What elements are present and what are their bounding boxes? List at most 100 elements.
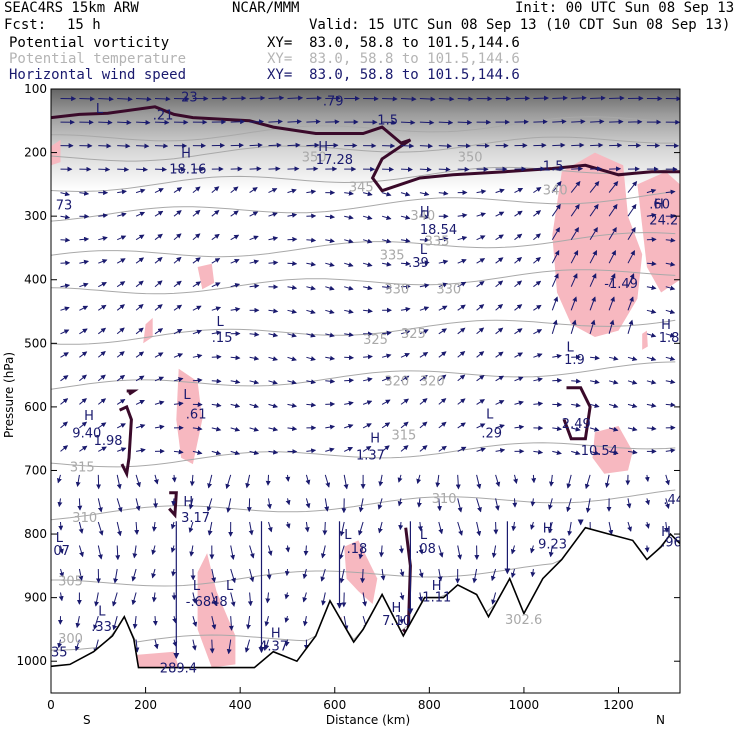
wind-vector — [400, 120, 416, 126]
wind-vector — [230, 234, 240, 241]
wind-vector — [173, 449, 184, 455]
wind-vector — [306, 402, 317, 408]
wind-vector — [117, 96, 133, 102]
wind-vector — [533, 187, 542, 194]
wind-vector — [98, 96, 114, 102]
wind-vector — [570, 273, 578, 287]
x-axis-title: Distance (km) — [326, 713, 410, 727]
wind-vector — [590, 119, 605, 125]
wind-vector — [665, 379, 676, 385]
wind-speed-label: H — [661, 318, 671, 333]
wind-vector — [116, 327, 125, 335]
wind-vector — [476, 327, 485, 335]
wind-vector — [438, 259, 449, 265]
wind-vector — [530, 545, 535, 554]
wind-vector — [211, 258, 221, 264]
wind-vector — [438, 398, 447, 405]
wind-vector — [362, 592, 368, 607]
wind-speed-label: 10.54 — [581, 444, 618, 459]
wind-vector — [112, 592, 118, 607]
wind-vector — [571, 378, 582, 384]
wind-vector — [287, 402, 298, 408]
wind-vector — [325, 262, 335, 267]
wind-vector — [627, 379, 638, 385]
wind-vector — [362, 400, 373, 406]
init-time: Init: 00 UTC Sun 08 Sep 13 — [515, 0, 735, 16]
theta-contour-310 — [51, 489, 676, 521]
wind-vector — [419, 166, 432, 172]
wind-vector — [377, 498, 383, 510]
wind-speed-label: L — [226, 579, 234, 594]
wind-vector — [382, 330, 392, 336]
wind-vector — [79, 282, 89, 288]
wind-vector — [154, 119, 170, 125]
wind-vector — [590, 355, 600, 361]
wind-vector — [419, 306, 430, 312]
wind-vector — [135, 303, 144, 311]
wind-vector — [230, 426, 241, 432]
y-tick-label: 700 — [24, 463, 47, 477]
wind-vector — [514, 187, 524, 194]
theta-label: 325 — [363, 333, 388, 348]
wind-vector — [306, 448, 317, 454]
wind-vector — [267, 521, 273, 533]
wind-vector — [360, 568, 366, 584]
wind-vector — [513, 474, 518, 485]
wind-vector — [533, 95, 550, 101]
wind-vector — [116, 374, 126, 382]
wind-vector — [665, 498, 670, 510]
wind-vector — [419, 260, 430, 266]
wind-vector — [265, 474, 271, 486]
wind-vector — [398, 616, 404, 625]
wind-vector — [533, 304, 542, 311]
wind-vector — [306, 309, 316, 315]
wind-vector — [173, 210, 182, 217]
wind-vector — [284, 592, 290, 600]
wind-vector — [59, 568, 65, 578]
wind-speed-label: 3.17 — [181, 511, 210, 526]
wind-vector — [325, 447, 335, 453]
wind-vector — [79, 421, 88, 429]
wind-vector — [362, 262, 373, 267]
wind-vector — [112, 615, 118, 631]
wind-vector — [457, 398, 466, 405]
wind-vector — [397, 498, 403, 507]
wind-vector — [604, 474, 610, 489]
wind-speed-label: .08 — [415, 542, 436, 557]
wind-vector — [665, 189, 676, 195]
wind-vector — [249, 187, 258, 194]
wind-speed-label: L — [183, 388, 191, 403]
wind-vector — [249, 235, 259, 241]
wind-vector — [590, 166, 603, 172]
plot-frame — [50, 88, 681, 694]
field-wind-name: Horizontal wind speed — [9, 67, 187, 83]
wind-vector — [608, 450, 619, 456]
wind-vector — [418, 545, 424, 555]
wind-vector — [362, 377, 373, 383]
wind-vector — [135, 188, 146, 194]
wind-vector — [344, 285, 354, 291]
wind-vector — [211, 426, 222, 432]
wind-vector — [531, 474, 537, 484]
wind-vector — [512, 498, 518, 508]
wind-vector — [98, 236, 108, 241]
wind-vector — [78, 568, 84, 582]
wind-speed-label: L — [344, 528, 352, 543]
wind-vector — [98, 166, 111, 172]
wind-vector — [151, 568, 157, 579]
wind-vector — [230, 119, 246, 125]
wind-vector — [60, 445, 69, 452]
wind-vector — [132, 545, 138, 559]
pv-positive-region — [197, 553, 236, 668]
x-tick-label: 0 — [47, 698, 55, 712]
wind-vector — [268, 212, 278, 217]
theta-label: 350 — [458, 151, 483, 166]
wind-vector — [170, 521, 176, 530]
wind-vector — [211, 402, 222, 408]
wind-speed-label: H — [183, 495, 193, 510]
wind-vector — [287, 285, 298, 290]
wind-vector — [154, 166, 168, 172]
wind-vector — [343, 447, 354, 452]
wind-vector — [211, 615, 217, 630]
wind-vector — [457, 96, 474, 102]
